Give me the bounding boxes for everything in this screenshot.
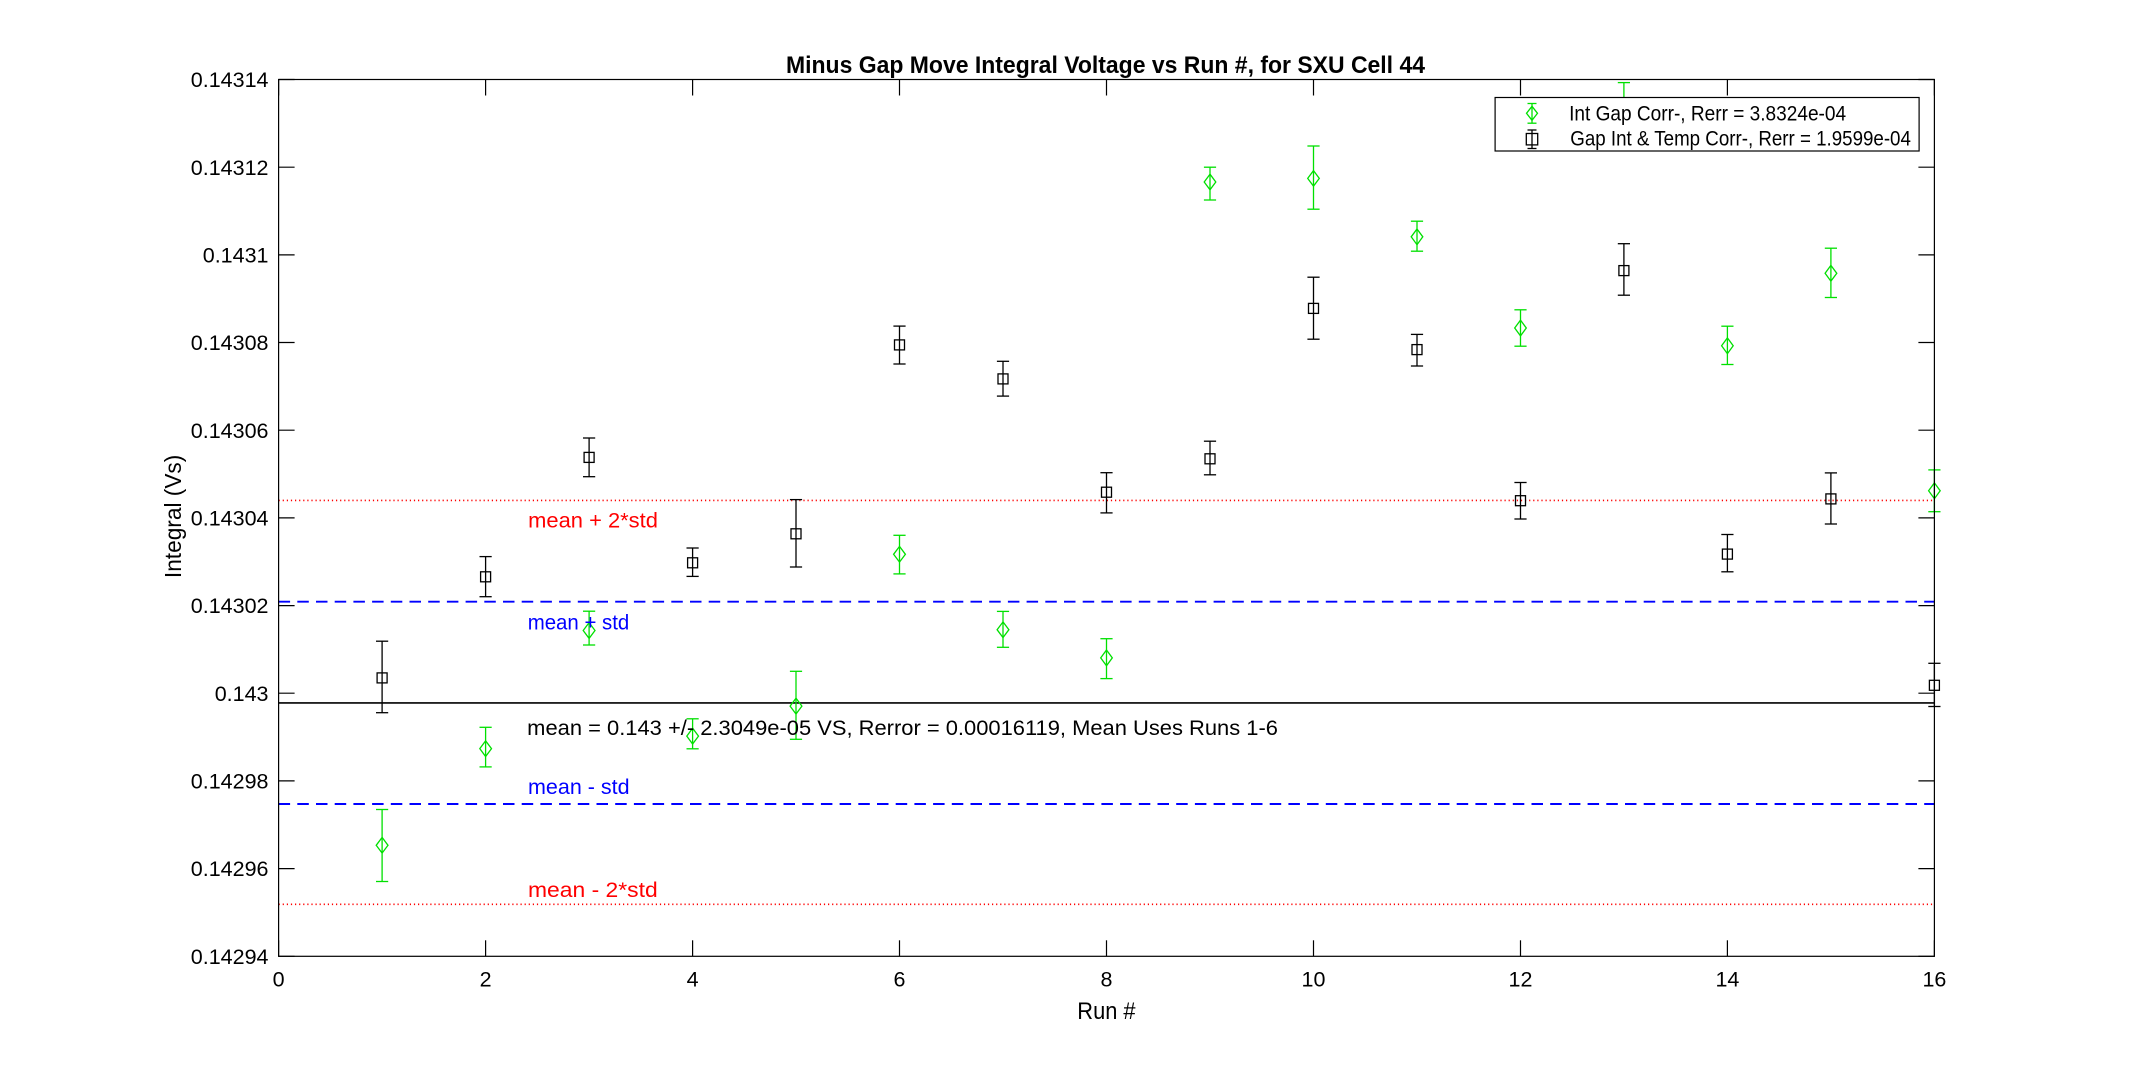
svg-text:2: 2 bbox=[480, 968, 492, 992]
svg-text:0.14308: 0.14308 bbox=[191, 331, 269, 355]
svg-text:mean + std: mean + std bbox=[528, 611, 630, 635]
svg-text:Int Gap Corr-, Rerr = 3.8324e-: Int Gap Corr-, Rerr = 3.8324e-04 bbox=[1569, 102, 1846, 125]
svg-text:4: 4 bbox=[687, 968, 699, 992]
svg-text:Run #: Run # bbox=[1077, 998, 1136, 1025]
svg-text:0.143: 0.143 bbox=[215, 682, 269, 706]
svg-text:0.14304: 0.14304 bbox=[191, 507, 269, 531]
svg-text:mean - 2*std: mean - 2*std bbox=[528, 878, 658, 902]
svg-text:mean + 2*std: mean + 2*std bbox=[528, 508, 658, 532]
svg-text:0.14312: 0.14312 bbox=[191, 156, 269, 180]
svg-text:mean - std: mean - std bbox=[528, 775, 630, 799]
svg-text:Gap Int & Temp Corr-, Rerr = 1: Gap Int & Temp Corr-, Rerr = 1.9599e-04 bbox=[1570, 127, 1911, 150]
svg-text:mean = 0.143 +/- 2.3049e-05 VS: mean = 0.143 +/- 2.3049e-05 VS, Rerror =… bbox=[527, 716, 1278, 740]
svg-text:0.1431: 0.1431 bbox=[203, 244, 269, 268]
svg-text:0.14298: 0.14298 bbox=[191, 770, 269, 794]
svg-text:8: 8 bbox=[1101, 968, 1113, 992]
svg-text:Integral (Vs): Integral (Vs) bbox=[160, 455, 186, 578]
svg-text:0.14296: 0.14296 bbox=[191, 857, 269, 881]
svg-text:0.14306: 0.14306 bbox=[191, 419, 269, 443]
svg-text:Minus Gap Move Integral Voltag: Minus Gap Move Integral Voltage vs Run #… bbox=[786, 52, 1426, 79]
svg-text:6: 6 bbox=[894, 968, 906, 992]
svg-text:12: 12 bbox=[1509, 968, 1533, 992]
svg-text:16: 16 bbox=[1922, 968, 1946, 992]
svg-text:10: 10 bbox=[1302, 968, 1326, 992]
svg-text:0.14302: 0.14302 bbox=[191, 594, 269, 618]
svg-text:14: 14 bbox=[1715, 968, 1739, 992]
svg-text:0: 0 bbox=[273, 968, 285, 992]
svg-text:0.14294: 0.14294 bbox=[191, 945, 269, 969]
svg-text:0.14314: 0.14314 bbox=[191, 68, 269, 92]
